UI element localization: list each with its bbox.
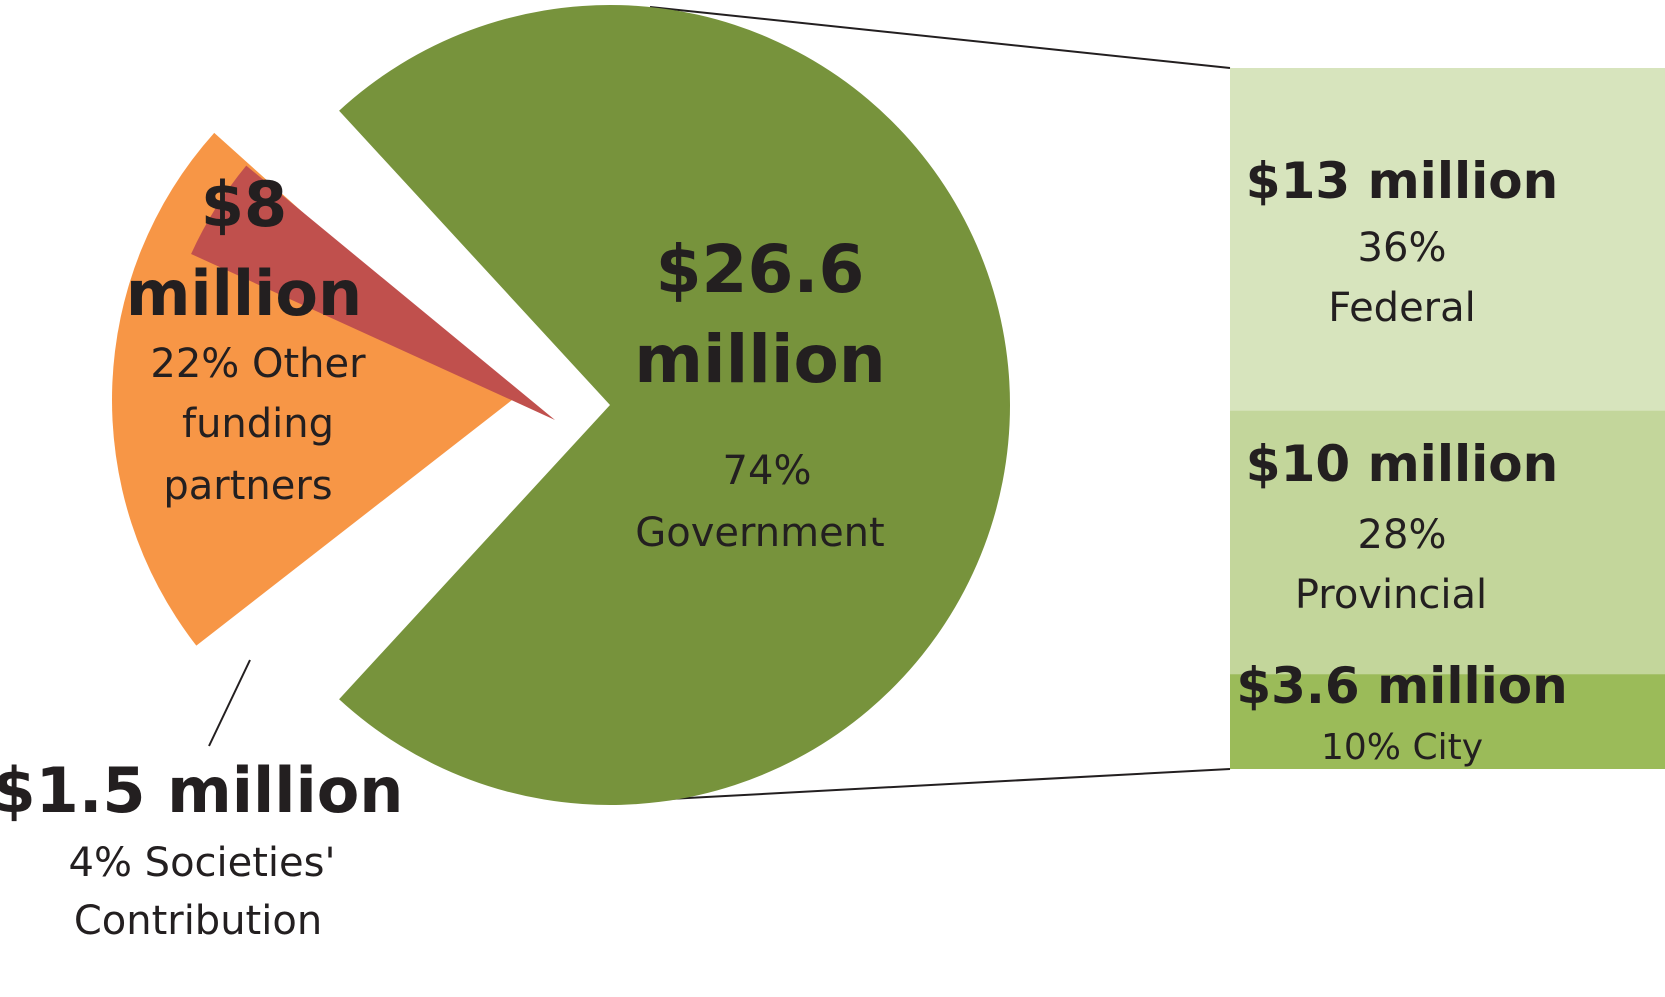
- government-amount-line-1: $26.6: [656, 231, 865, 308]
- other-amount-line-2: million: [126, 257, 362, 330]
- other-amount-line-1: $8: [201, 168, 287, 241]
- government-percent-label: 74%: [723, 448, 812, 494]
- pie-slice-government: [339, 4, 1011, 805]
- other-desc-line-1: 22% Other: [150, 341, 366, 387]
- city-amount-label: $3.6 million: [1236, 657, 1567, 715]
- breakdown-connector-top: [649, 6, 1231, 69]
- societies-desc-line-2: Contribution: [74, 898, 322, 944]
- federal-category-label: Federal: [1328, 285, 1476, 331]
- breakdown-connector-bottom: [649, 768, 1231, 801]
- federal-percent-label: 36%: [1358, 225, 1447, 271]
- other-desc-line-3: partners: [163, 463, 332, 509]
- government-amount-line-2: million: [634, 321, 886, 398]
- breakdown-segment-federal: [1230, 68, 1665, 411]
- societies-leader-line: [208, 659, 251, 747]
- federal-amount-label: $13 million: [1246, 152, 1558, 210]
- other-desc-line-2: funding: [182, 401, 334, 447]
- pie-slice-societies: [191, 165, 555, 420]
- provincial-category-label: Provincial: [1295, 572, 1487, 618]
- societies-amount-label: $1.5 million: [0, 754, 403, 827]
- provincial-percent-label: 28%: [1358, 512, 1447, 558]
- breakdown-segment-city: [1230, 674, 1665, 769]
- societies-desc-line-1: 4% Societies': [69, 840, 336, 886]
- city-desc-label: 10% City: [1321, 727, 1483, 768]
- government-category-label: Government: [635, 510, 884, 556]
- provincial-amount-label: $10 million: [1246, 435, 1558, 493]
- breakdown-segment-provincial: [1230, 410, 1665, 675]
